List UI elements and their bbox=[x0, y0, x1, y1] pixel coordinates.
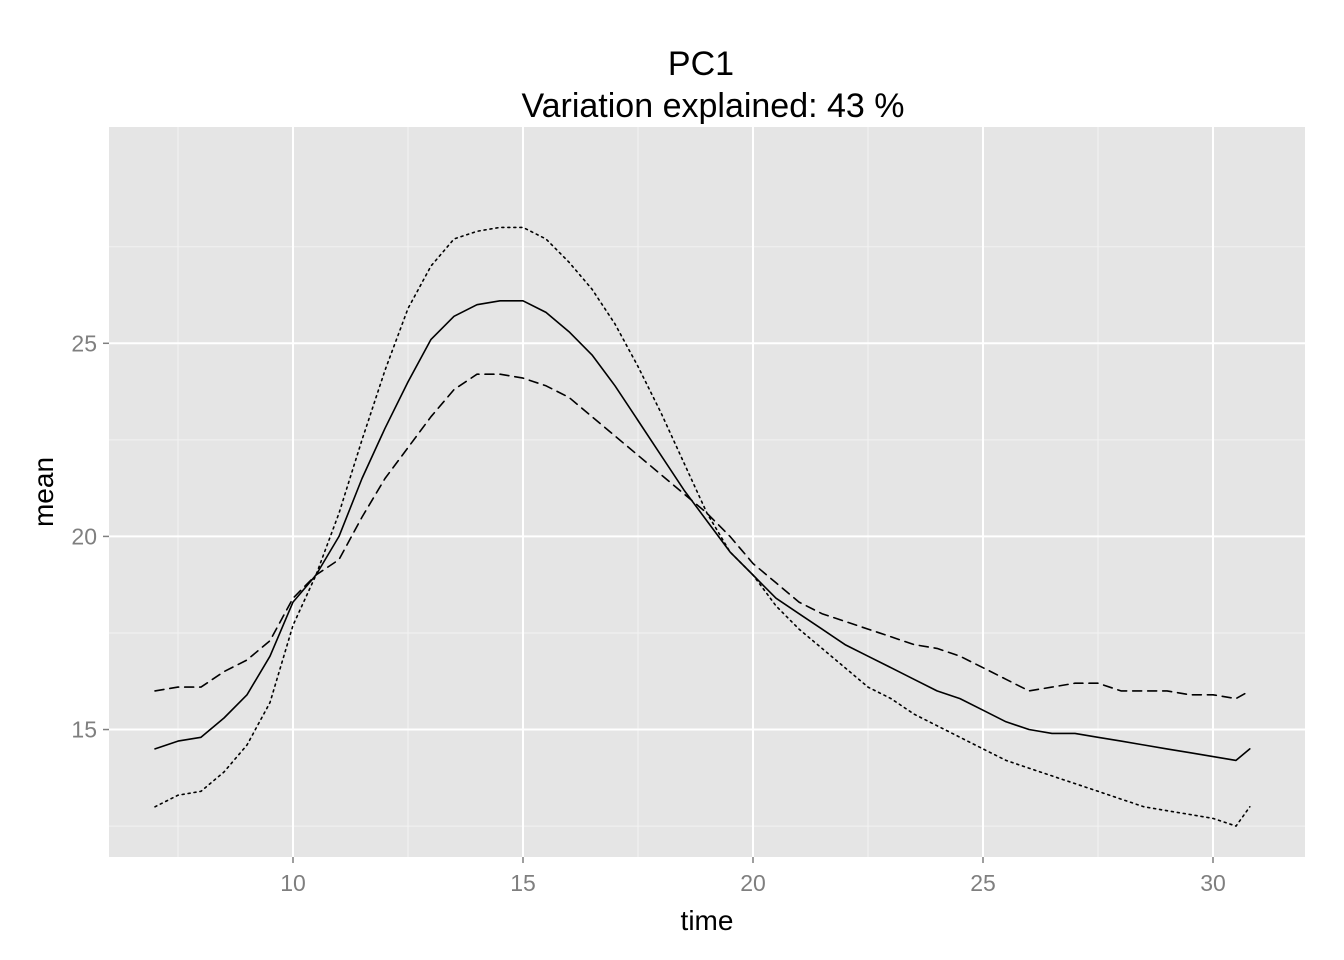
y-axis-tick-labels: 15 20 25 bbox=[71, 330, 97, 742]
x-axis-title: time bbox=[681, 905, 734, 936]
minor-gridlines bbox=[109, 127, 1305, 857]
x-axis-tick-labels: 10 15 20 25 30 bbox=[280, 870, 1226, 896]
major-gridlines bbox=[109, 127, 1305, 857]
series-lines bbox=[154, 226, 1251, 827]
y-axis-title: mean bbox=[28, 457, 59, 527]
y-tick-label: 25 bbox=[71, 330, 97, 356]
x-tick-label: 20 bbox=[740, 870, 766, 896]
plot-panel bbox=[109, 127, 1305, 857]
x-tick-label: 25 bbox=[970, 870, 996, 896]
chart-subtitle: Variation explained: 43 % bbox=[521, 87, 904, 125]
chart-title: PC1 bbox=[668, 45, 734, 83]
x-tick-label: 30 bbox=[1200, 870, 1226, 896]
y-tick-label: 15 bbox=[71, 717, 97, 743]
solid-series-line bbox=[154, 300, 1251, 762]
axis-ticks bbox=[103, 342, 1214, 863]
x-tick-label: 15 bbox=[510, 870, 536, 896]
dashed-series-line bbox=[154, 373, 1251, 700]
dotted-series-line bbox=[154, 226, 1251, 827]
x-tick-label: 10 bbox=[280, 870, 306, 896]
y-tick-label: 20 bbox=[71, 523, 97, 549]
